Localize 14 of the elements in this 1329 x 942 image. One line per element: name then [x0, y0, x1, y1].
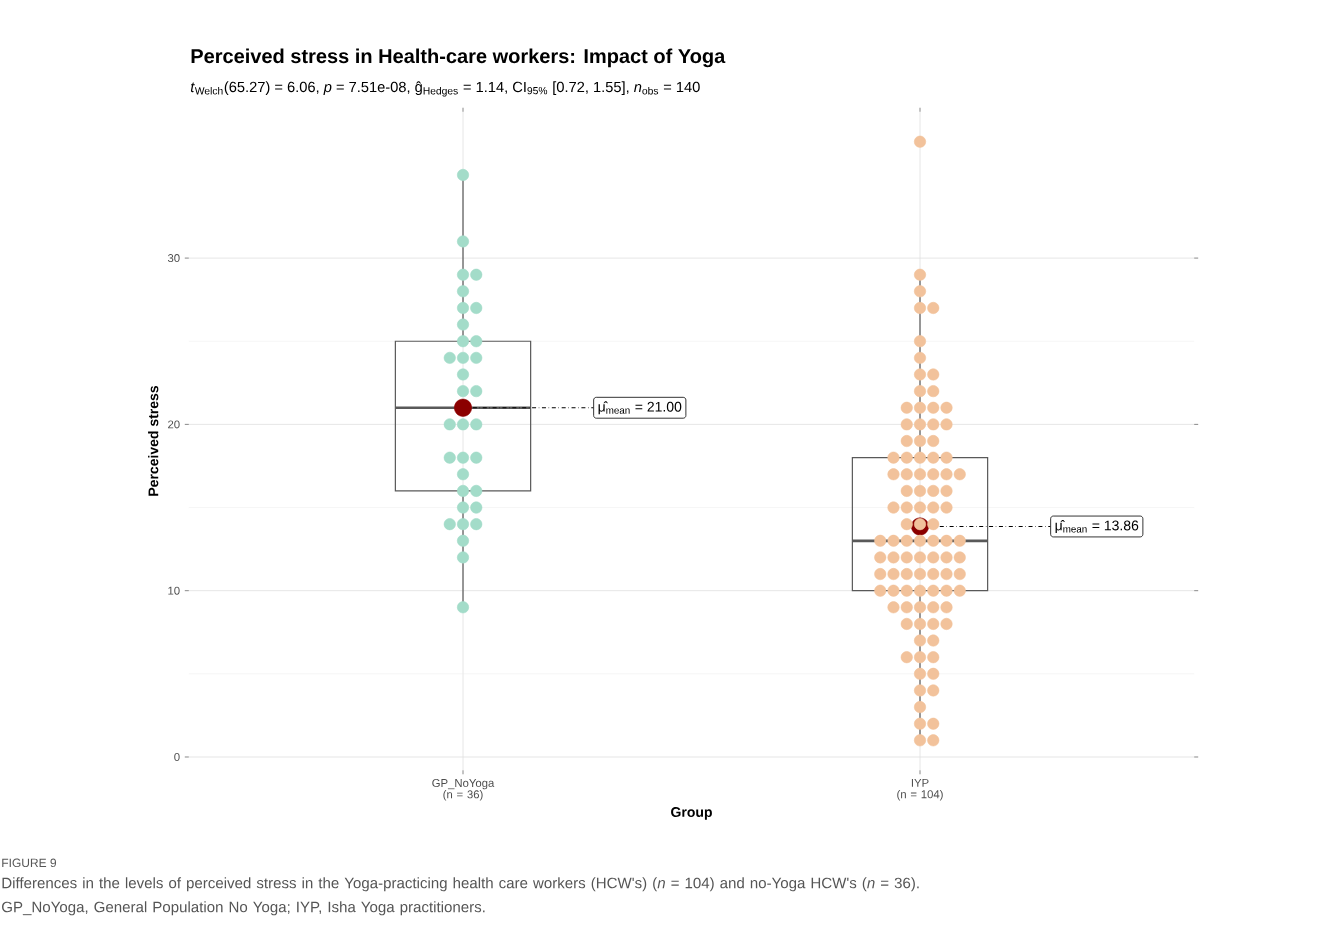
y-tick-label: 0	[174, 752, 180, 761]
annotation: μ̂$_{mean}$ = 21.00	[598, 401, 682, 415]
caption: FIGURE 9	[2, 858, 57, 868]
x-tick-label: GP_NoYoga (n = 36)	[432, 779, 495, 801]
y-axis-title: Perceived stress	[148, 385, 159, 496]
annotation: μ̂$_{mean}$ = 13.86	[1055, 520, 1139, 533]
y-tick-label: 20	[168, 420, 180, 429]
y-tick-label: 30	[167, 254, 180, 263]
x-tick-label: IYP (n = 104)	[897, 779, 943, 801]
chart-title: Perceived stress in Health-care workers: Impact of Yoga	[191, 48, 726, 68]
text: t$_{Welch}$(65.27) = 6.06, p = 7.51e-08, ĝ$_{Hedges}$ = 1.14, CI$_{95%}$ [0.72, 1.55], n$_{obs}$ = 140	[190, 81, 700, 97]
y-tick-label: 10	[168, 586, 180, 595]
x-axis-title: Group	[671, 807, 712, 820]
text: Differences in the levels of perceived stress in the Yoga-practicing health care workers (HCW's) (n = 104) and no-Yoga HCW's (n = 36). GP_NoYoga, General Population No Yoga; IYP, Isha Yoga practitioners.	[2, 877, 919, 916]
